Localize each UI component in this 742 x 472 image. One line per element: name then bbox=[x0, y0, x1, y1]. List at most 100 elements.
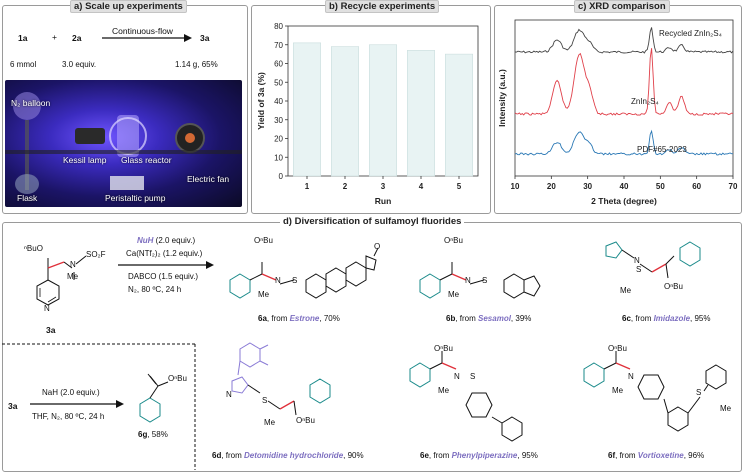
label-6b-me: Me bbox=[448, 290, 460, 299]
product-6c-caption: 6c, from Imidazole, 95% bbox=[622, 314, 711, 323]
label-electric-fan: Electric fan bbox=[187, 174, 230, 184]
bar-y-tick-label: 70 bbox=[274, 41, 283, 50]
product-6f-yield: , 96% bbox=[683, 451, 705, 460]
compound-label-3a: 3a bbox=[46, 325, 56, 335]
label-3a-n: N bbox=[70, 260, 76, 269]
label-6c-me: Me bbox=[620, 286, 632, 295]
xrd-x-tick-label: 50 bbox=[656, 182, 665, 191]
product-6d-caption: 6d, from Detomidine hydrochloride, 90% bbox=[212, 451, 364, 460]
product-6e-caption: 6e, from Phenylpiperazine, 95% bbox=[420, 451, 538, 460]
label-6a-obu: OⁿBu bbox=[254, 236, 273, 245]
bar-run-1 bbox=[293, 42, 321, 177]
bar-run-5 bbox=[445, 53, 473, 177]
product-6f-caption: 6f, from Vortioxetine, 96% bbox=[608, 451, 704, 460]
product-6e-source: Phenylpiperazine bbox=[451, 451, 518, 460]
bar-y-tick-label: 80 bbox=[274, 22, 283, 31]
bar-x-axis-label: Run bbox=[375, 196, 392, 206]
structure-6c bbox=[605, 241, 701, 279]
xrd-x-tick-label: 20 bbox=[547, 182, 556, 191]
product-6c-yield: , 95% bbox=[690, 314, 711, 323]
amount-2a: 3.0 equiv. bbox=[62, 60, 97, 69]
cond1-nuh-equiv: (2.0 equiv.) bbox=[153, 236, 196, 245]
xrd-series-2 bbox=[514, 129, 734, 156]
product-6e-text: , from bbox=[428, 451, 452, 460]
label-6a-n: N bbox=[275, 276, 281, 285]
panel-a-title: a) Scale up experiments bbox=[70, 0, 187, 13]
label-6b-n: N bbox=[465, 276, 471, 285]
product-6d-id: 6d bbox=[212, 451, 222, 460]
xrd-series-0 bbox=[514, 27, 734, 54]
label-6c-s: S bbox=[636, 265, 642, 274]
bar-x-tick-label: 5 bbox=[457, 182, 462, 191]
bar-y-axis-label: Yield of 3a (%) bbox=[256, 72, 266, 130]
product-6f-text: , from bbox=[615, 451, 638, 460]
label-6d-n: N bbox=[226, 390, 232, 399]
bar-y-tick-label: 50 bbox=[274, 78, 283, 87]
structure-6b bbox=[419, 262, 541, 299]
label-kessil-lamp: Kessil lamp bbox=[63, 155, 107, 165]
bar-run-2 bbox=[331, 46, 359, 177]
label-6a-me: Me bbox=[258, 290, 270, 299]
product-6d-source: Detomidine hydrochloride bbox=[244, 451, 344, 460]
label-6e-n: N bbox=[454, 372, 460, 381]
product-6e-yield: , 95% bbox=[517, 451, 538, 460]
label-6c-n: N bbox=[634, 256, 640, 265]
plus-sign: + bbox=[52, 32, 57, 42]
structure-6e bbox=[409, 351, 523, 442]
label-6g-obu: OⁿBu bbox=[168, 374, 187, 383]
xrd-series-label-0: Recycled ZnIn₂S₄ bbox=[659, 29, 722, 38]
bar-run-3 bbox=[369, 44, 397, 177]
panel-b-title: b) Recycle experiments bbox=[325, 0, 440, 13]
xrd-line-chart: 10 20 30 40 50 60 70 2 Theta (degree) Intensity … bbox=[497, 19, 738, 206]
label-6b-obu: OⁿBu bbox=[444, 236, 463, 245]
label-6d-me: Me bbox=[264, 418, 276, 427]
bar-y-tick-label: 30 bbox=[274, 116, 283, 125]
xrd-series-1 bbox=[514, 48, 734, 116]
product-6b-source: Sesamol bbox=[478, 314, 511, 323]
xrd-x-tick-label: 40 bbox=[620, 182, 629, 191]
cond1-ca: Ca(NTf₂)₂ (1.2 equiv.) bbox=[126, 249, 203, 258]
product-6f-id: 6f bbox=[608, 451, 616, 460]
label-3a-pyr-n: N bbox=[44, 304, 50, 313]
xrd-x-tick-label: 60 bbox=[692, 182, 701, 191]
divider-lines bbox=[2, 343, 196, 470]
product-3a: 3a bbox=[200, 33, 210, 43]
label-6e-me: Me bbox=[438, 386, 450, 395]
bar-x-tick-label: 2 bbox=[343, 182, 348, 191]
label-6f-n: N bbox=[628, 372, 634, 381]
xrd-series-label-1: ZnIn₂S₄ bbox=[631, 97, 659, 106]
label-n2-balloon: N₂ balloon bbox=[11, 98, 51, 108]
structure-6g bbox=[139, 373, 169, 423]
flow-arrow-label: Continuous-flow bbox=[112, 26, 173, 36]
structure-6d bbox=[231, 342, 331, 416]
bar-run-4 bbox=[407, 50, 435, 177]
xrd-x-tick-label: 30 bbox=[583, 182, 592, 191]
cond2-reagent: NaH (2.0 equiv.) bbox=[42, 388, 100, 397]
product-6c-text: , from bbox=[630, 314, 654, 323]
bar-y-tick-label: 10 bbox=[274, 153, 283, 162]
product-6b-caption: 6b, from Sesamol, 39% bbox=[446, 314, 531, 323]
cond1-nuh-name: NuH bbox=[137, 236, 154, 245]
product-6a-yield: , 70% bbox=[319, 314, 340, 323]
bar-x-tick-label: 3 bbox=[381, 182, 386, 191]
flow-setup-illustration bbox=[5, 92, 242, 194]
cond2-arrow bbox=[30, 400, 124, 408]
label-6d-obu: OⁿBu bbox=[296, 416, 315, 425]
product-6d-text: , from bbox=[221, 451, 245, 460]
label-6e-s: S bbox=[470, 372, 476, 381]
bar-x-tick-label: 1 bbox=[305, 182, 310, 191]
panel-d-title: d) Diversification of sulfamoyl fluoride… bbox=[280, 216, 465, 227]
bar-y-tick-label: 20 bbox=[274, 135, 283, 144]
recycle-bar-chart: 0 10 20 30 40 50 60 70 80 1 2 3 4 5 Run Yield of 3a (%) bbox=[256, 22, 479, 206]
product-6a-id: 6a bbox=[258, 314, 267, 323]
label-6f-me: Me bbox=[612, 386, 624, 395]
structure-6f bbox=[583, 351, 727, 432]
flow-setup-photo: N₂ balloon Kessil lamp Glass reactor Ele… bbox=[5, 80, 242, 207]
product-6c-id: 6c bbox=[622, 314, 631, 323]
label-6d-s: S bbox=[262, 396, 268, 405]
product-6b-text: , from bbox=[455, 314, 479, 323]
reactant-2a: 2a bbox=[72, 33, 82, 43]
cond1-dabco: DABCO (1.5 equiv.) bbox=[128, 272, 199, 281]
product-6c-source: Imidazole bbox=[653, 314, 691, 323]
product-6a-caption: 6a, from Estrone, 70% bbox=[258, 314, 340, 323]
